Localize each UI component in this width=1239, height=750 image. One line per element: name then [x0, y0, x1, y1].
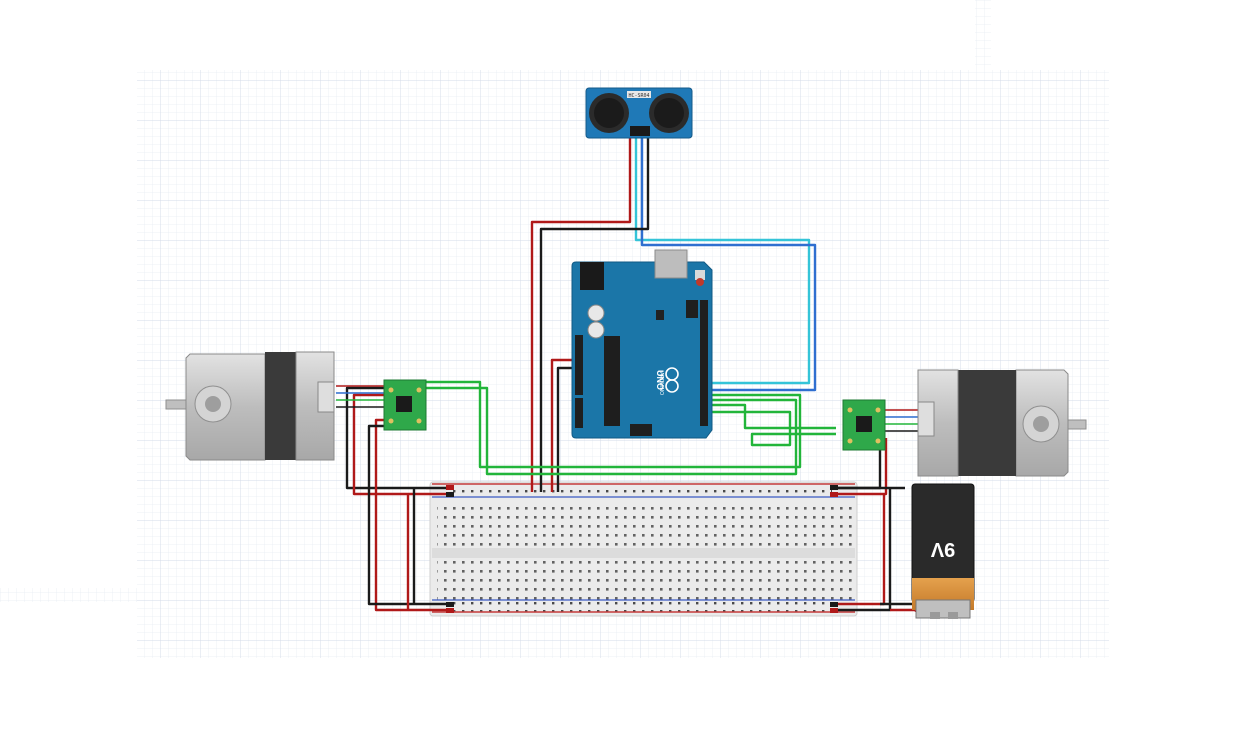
reset-button[interactable] [696, 278, 704, 286]
wire-left-gnd2 [367, 424, 450, 606]
driver-chip-right [856, 416, 872, 432]
power-jack [580, 262, 604, 290]
stepper-motor-right[interactable] [917, 369, 1087, 477]
wire-arduino-gnd [556, 366, 575, 492]
wire-sensor-gnd [539, 138, 650, 492]
ultrasonic-sensor[interactable]: HC-SR04 [585, 87, 693, 139]
wire-right-gnd [830, 438, 888, 496]
stepper-driver-right[interactable] [842, 399, 886, 451]
arduino-uno[interactable]: UNO ARDUINO [571, 249, 713, 439]
wire-left-step [424, 380, 802, 469]
stepper-driver-left[interactable] [383, 379, 427, 431]
driver-chip-left [396, 396, 412, 412]
sensor-label: HC-SR04 [628, 93, 649, 99]
wire-sensor-trig [634, 138, 811, 385]
rail-markers [446, 485, 838, 613]
power-header [575, 335, 583, 395]
wire-sensor-echo [640, 138, 817, 392]
atmega-chip [604, 336, 620, 426]
wire-left-vdd [374, 418, 450, 612]
wire-right-dir [700, 410, 836, 447]
wires [336, 138, 918, 612]
wire-left-gnd [352, 393, 450, 496]
digital-header [700, 300, 708, 426]
wire-arduino-5v [550, 358, 575, 492]
stepper-motor-left[interactable] [165, 351, 335, 461]
arduino-logo-text: UNO [655, 370, 665, 390]
battery-label: 9V [930, 538, 955, 560]
usb-port [654, 249, 688, 279]
breadboard [429, 481, 858, 617]
arduino-brand: ARDUINO [658, 372, 664, 395]
wire-sensor-vcc [530, 138, 632, 492]
battery-9v[interactable]: 9V [911, 483, 975, 619]
wire-left-dir [424, 386, 798, 476]
analog-header [575, 398, 583, 428]
wire-left-vmot [345, 386, 450, 490]
